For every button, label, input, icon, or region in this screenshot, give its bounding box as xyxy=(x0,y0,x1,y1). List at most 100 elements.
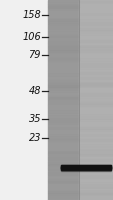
Bar xyxy=(78,177,113,180)
Bar xyxy=(47,194,78,197)
Bar xyxy=(78,77,113,79)
Bar xyxy=(60,165,110,168)
Bar xyxy=(47,67,78,69)
Bar xyxy=(78,93,113,96)
Bar xyxy=(47,0,78,200)
Bar xyxy=(47,9,78,12)
Bar xyxy=(78,166,113,168)
Bar xyxy=(47,61,78,64)
Bar xyxy=(47,46,78,49)
Bar xyxy=(47,31,78,34)
Bar xyxy=(78,72,113,74)
Bar xyxy=(78,154,113,156)
Bar xyxy=(47,19,78,22)
Bar xyxy=(78,156,113,158)
Bar xyxy=(78,103,113,106)
Bar xyxy=(47,26,78,29)
Bar xyxy=(47,16,78,18)
Bar xyxy=(47,40,78,42)
Bar xyxy=(47,68,78,71)
Bar xyxy=(78,67,113,69)
Bar xyxy=(47,24,78,27)
Bar xyxy=(47,21,78,24)
Bar xyxy=(47,95,78,97)
Bar xyxy=(78,41,113,44)
Bar xyxy=(47,166,78,168)
Bar xyxy=(47,152,78,155)
Bar xyxy=(47,122,78,124)
Bar xyxy=(78,40,113,42)
Bar xyxy=(47,135,78,138)
Bar xyxy=(78,80,113,82)
Bar xyxy=(78,149,113,151)
Bar xyxy=(78,26,113,29)
Bar xyxy=(47,8,78,10)
Bar xyxy=(47,18,78,20)
Bar xyxy=(47,23,78,25)
Bar xyxy=(60,168,110,171)
Bar xyxy=(78,127,113,129)
Bar xyxy=(78,102,113,104)
Bar xyxy=(78,159,113,161)
Bar xyxy=(47,198,78,200)
Bar xyxy=(47,167,78,170)
Bar xyxy=(78,176,113,178)
Bar xyxy=(78,1,113,3)
Bar xyxy=(47,154,78,156)
Bar xyxy=(47,60,78,62)
Bar xyxy=(78,132,113,134)
Bar xyxy=(47,188,78,190)
Bar xyxy=(47,56,78,59)
Bar xyxy=(47,6,78,8)
Bar xyxy=(78,88,113,91)
Bar xyxy=(47,43,78,45)
Bar xyxy=(47,174,78,176)
Bar xyxy=(78,100,113,103)
Bar xyxy=(47,109,78,111)
Bar xyxy=(78,19,113,22)
Bar xyxy=(47,41,78,44)
Bar xyxy=(78,122,113,124)
Bar xyxy=(78,182,113,185)
Bar xyxy=(78,73,113,76)
Bar xyxy=(47,55,78,57)
Bar xyxy=(47,35,78,37)
Bar xyxy=(78,172,113,175)
Bar xyxy=(78,171,113,173)
Bar xyxy=(47,14,78,17)
Bar xyxy=(60,166,110,168)
Bar xyxy=(47,119,78,121)
Bar xyxy=(78,68,113,71)
Bar xyxy=(78,11,113,13)
Bar xyxy=(47,63,78,66)
Bar xyxy=(47,137,78,139)
Bar xyxy=(78,83,113,86)
Bar xyxy=(47,48,78,50)
Text: 79: 79 xyxy=(28,50,41,60)
Bar xyxy=(47,97,78,99)
Bar xyxy=(47,193,78,195)
Bar xyxy=(78,194,113,197)
Bar xyxy=(47,114,78,116)
Bar xyxy=(78,97,113,99)
Bar xyxy=(78,63,113,66)
Bar xyxy=(47,156,78,158)
Bar xyxy=(47,70,78,72)
Bar xyxy=(78,21,113,24)
Bar xyxy=(78,16,113,18)
Bar xyxy=(78,198,113,200)
Bar xyxy=(47,53,78,55)
Bar xyxy=(47,145,78,148)
Bar xyxy=(47,164,78,166)
Bar xyxy=(47,107,78,109)
Bar xyxy=(78,117,113,119)
Bar xyxy=(47,92,78,94)
Text: 48: 48 xyxy=(28,86,41,96)
Bar xyxy=(47,139,78,141)
Bar xyxy=(78,8,113,10)
Bar xyxy=(47,88,78,91)
Bar xyxy=(47,83,78,86)
Text: 23: 23 xyxy=(28,133,41,143)
Bar xyxy=(78,30,113,32)
Bar xyxy=(78,90,113,92)
